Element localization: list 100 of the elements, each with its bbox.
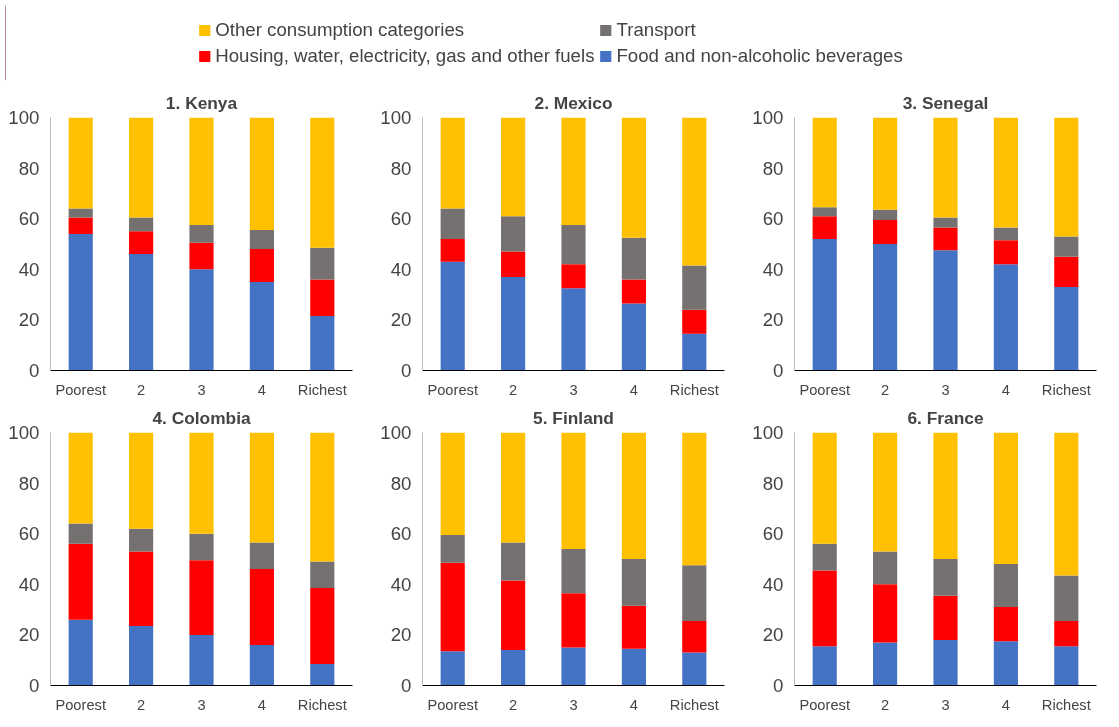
y-tick-label: 60 bbox=[762, 208, 784, 230]
x-tick-label: 3 bbox=[941, 381, 950, 398]
bar bbox=[682, 117, 707, 266]
bar bbox=[189, 533, 214, 561]
bar bbox=[993, 564, 1018, 608]
bar bbox=[249, 542, 274, 570]
bar bbox=[561, 288, 586, 371]
y-tick-label: 40 bbox=[18, 258, 40, 280]
bar bbox=[440, 432, 465, 535]
y-tick-label: 20 bbox=[762, 624, 784, 646]
bar bbox=[189, 117, 214, 226]
y-tick-label: 60 bbox=[18, 523, 40, 545]
bar bbox=[189, 225, 214, 243]
bar bbox=[249, 645, 274, 686]
y-tick-label: 100 bbox=[380, 107, 412, 128]
bar bbox=[501, 216, 526, 252]
bar bbox=[933, 639, 958, 686]
bar bbox=[1054, 287, 1079, 371]
bar bbox=[682, 333, 707, 371]
y-tick-label: 60 bbox=[390, 208, 412, 230]
bar bbox=[993, 641, 1018, 686]
y-tick-label: 100 bbox=[752, 422, 784, 443]
bar bbox=[310, 663, 335, 686]
bar bbox=[310, 588, 335, 664]
bar bbox=[621, 432, 646, 559]
bar bbox=[68, 523, 93, 544]
bar bbox=[873, 642, 898, 686]
y-tick-label: 20 bbox=[18, 309, 40, 331]
y-tick-label: 20 bbox=[18, 624, 40, 646]
bar bbox=[561, 264, 586, 289]
y-tick-label: 80 bbox=[762, 157, 784, 179]
x-tick-label: Richest bbox=[297, 381, 347, 398]
bar bbox=[933, 595, 958, 640]
bar bbox=[501, 251, 526, 277]
y-tick-label: 20 bbox=[762, 309, 784, 331]
chart-title: 2. Mexico bbox=[534, 92, 613, 113]
bar bbox=[993, 240, 1018, 265]
bar bbox=[561, 225, 586, 265]
bar bbox=[129, 217, 154, 232]
bar bbox=[189, 242, 214, 270]
bar bbox=[561, 117, 586, 226]
bar bbox=[993, 607, 1018, 642]
bar bbox=[440, 562, 465, 652]
bar bbox=[873, 551, 898, 585]
bar bbox=[812, 207, 837, 217]
bar bbox=[812, 570, 837, 647]
y-tick-label: 20 bbox=[390, 309, 412, 331]
bar bbox=[1054, 256, 1079, 288]
x-tick-label: Richest bbox=[669, 381, 719, 398]
y-tick-label: 100 bbox=[752, 107, 784, 128]
x-tick-label: Richest bbox=[669, 696, 719, 713]
bar bbox=[561, 647, 586, 686]
bar bbox=[621, 605, 646, 649]
bar bbox=[440, 651, 465, 686]
bar bbox=[873, 584, 898, 643]
x-tick-label: 4 bbox=[629, 696, 638, 713]
bar bbox=[621, 237, 646, 280]
y-tick-label: 40 bbox=[762, 573, 784, 595]
bar bbox=[68, 208, 93, 218]
x-tick-label: 4 bbox=[629, 381, 638, 398]
bar bbox=[68, 432, 93, 524]
bar bbox=[1054, 117, 1079, 237]
x-tick-label: 3 bbox=[941, 696, 950, 713]
y-tick-label: 40 bbox=[18, 573, 40, 595]
x-tick-label: 4 bbox=[257, 381, 266, 398]
x-tick-label: 4 bbox=[257, 696, 266, 713]
bar bbox=[812, 432, 837, 544]
x-tick-label: 2 bbox=[509, 696, 518, 713]
y-tick-label: 80 bbox=[390, 472, 412, 494]
y-tick-label: 40 bbox=[390, 573, 412, 595]
legend-label: Transport bbox=[616, 18, 696, 41]
x-tick-label: Poorest bbox=[55, 696, 106, 713]
bar bbox=[189, 432, 214, 534]
bar bbox=[501, 117, 526, 217]
bar bbox=[682, 265, 707, 310]
bar bbox=[68, 543, 93, 620]
y-tick-label: 40 bbox=[390, 258, 412, 280]
bar bbox=[993, 432, 1018, 565]
bar bbox=[873, 219, 898, 244]
bar bbox=[501, 650, 526, 686]
bar bbox=[621, 303, 646, 371]
bar bbox=[129, 528, 154, 552]
bar bbox=[1054, 236, 1079, 257]
bar bbox=[561, 593, 586, 648]
bar bbox=[501, 542, 526, 581]
x-tick-label: 3 bbox=[569, 696, 578, 713]
y-tick-label: 100 bbox=[8, 422, 40, 443]
bar bbox=[812, 216, 837, 239]
y-tick-label: 0 bbox=[773, 360, 784, 381]
y-tick-label: 80 bbox=[762, 472, 784, 494]
x-tick-label: 2 bbox=[881, 696, 890, 713]
bar bbox=[682, 432, 707, 566]
bar bbox=[189, 269, 214, 371]
y-tick-label: 0 bbox=[401, 360, 412, 381]
x-tick-label: Richest bbox=[1041, 381, 1091, 398]
bar bbox=[310, 117, 335, 248]
bar bbox=[933, 227, 958, 251]
bar bbox=[129, 626, 154, 686]
bar bbox=[812, 543, 837, 571]
x-tick-label: Richest bbox=[297, 696, 347, 713]
